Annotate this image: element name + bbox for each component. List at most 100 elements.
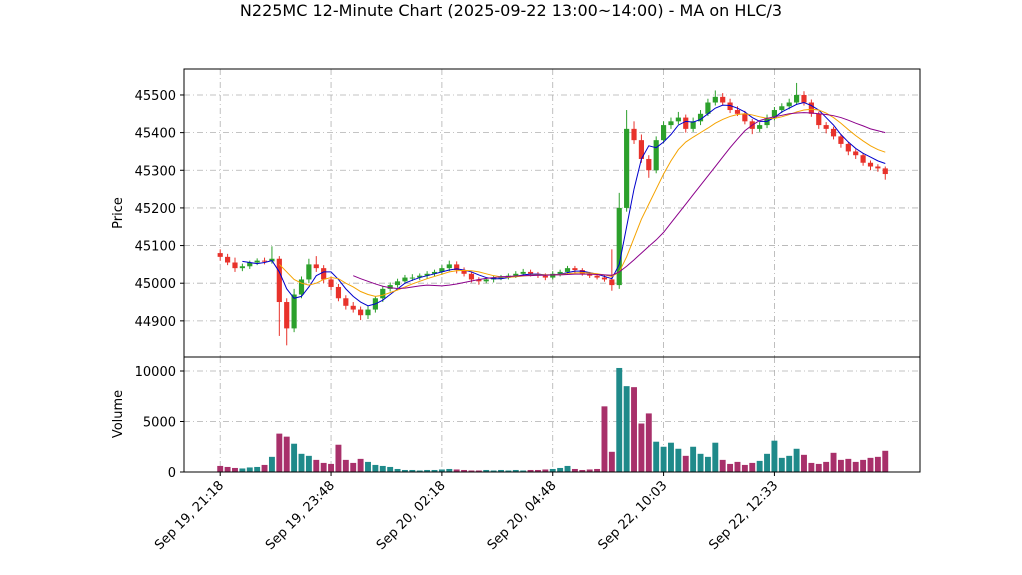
volume-bar	[579, 469, 586, 472]
y-tick-label: 45100	[135, 240, 176, 255]
candle-body	[394, 281, 401, 286]
candle-body	[461, 270, 467, 274]
volume-bar	[261, 464, 268, 472]
volume-bar	[268, 456, 275, 472]
volume-bar	[860, 459, 867, 472]
candle-body	[646, 158, 652, 171]
volume-bar	[874, 456, 881, 472]
candle-body	[284, 302, 290, 329]
y-axis-label: Price	[111, 197, 126, 229]
volume-bar	[808, 462, 815, 472]
candle-body	[801, 94, 807, 103]
moving-average-line	[278, 108, 886, 297]
volume-bar	[608, 451, 615, 472]
volume-bar	[461, 469, 468, 472]
volume-bar	[741, 464, 748, 472]
candle-body	[476, 279, 482, 282]
volume-bar	[756, 460, 763, 472]
candle-body	[734, 110, 741, 114]
candle-body	[239, 266, 245, 269]
volume-bar	[217, 465, 224, 472]
volume-bar	[283, 436, 290, 472]
candle-body	[616, 207, 622, 286]
volume-bar	[224, 466, 231, 472]
candle-body	[417, 275, 423, 278]
candle-body	[306, 264, 312, 280]
y-tick-label: 45500	[135, 89, 176, 104]
candle-body	[454, 264, 460, 271]
candle-body	[779, 106, 785, 111]
volume-bar	[335, 444, 342, 472]
candle-body	[424, 273, 430, 276]
candle-body	[557, 271, 563, 274]
volume-bar	[379, 465, 386, 472]
candle-body	[328, 279, 334, 287]
plot-frame	[183, 356, 921, 473]
moving-average-line	[242, 101, 886, 307]
candle-body	[771, 110, 778, 118]
candle-body	[542, 275, 548, 278]
volume-bar	[594, 468, 601, 472]
candle-body	[816, 113, 822, 126]
volume-bar	[431, 469, 438, 472]
volume-bar	[328, 463, 335, 472]
candle-body	[232, 262, 238, 269]
candle-body	[867, 162, 874, 167]
y-tick-label: 45400	[135, 127, 176, 142]
candle-body	[675, 117, 681, 122]
volume-bar	[682, 455, 689, 472]
candle-body	[254, 260, 260, 263]
candle-body	[786, 102, 792, 107]
volume-bar	[520, 470, 527, 472]
candle-body	[683, 117, 689, 129]
candle-body	[845, 143, 851, 152]
volume-bar	[409, 469, 416, 472]
volume-bar	[793, 448, 800, 472]
volume-bar	[542, 469, 549, 472]
volume-bar	[564, 465, 571, 472]
candle-body	[550, 273, 556, 278]
candle-body	[631, 128, 637, 141]
candle-body	[727, 102, 733, 111]
volume-bar	[342, 459, 349, 472]
volume-bar	[764, 453, 770, 472]
volume-bar	[638, 423, 645, 472]
volume-bar	[653, 441, 660, 472]
volume-bar	[616, 367, 623, 472]
candle-body	[276, 258, 282, 303]
candle-body	[313, 264, 319, 269]
candle-body	[402, 277, 408, 282]
volume-bar	[498, 469, 504, 472]
volume-bar	[771, 440, 778, 472]
candle-body	[380, 288, 386, 299]
volume-bar	[557, 467, 564, 472]
volume-bar	[512, 469, 519, 472]
candle-body	[853, 151, 859, 156]
volume-bar	[424, 469, 431, 472]
candle-body	[720, 96, 726, 103]
volume-bar	[690, 446, 697, 472]
candle-body	[860, 155, 866, 163]
volume-bar	[446, 468, 453, 472]
volume-bar	[527, 469, 534, 472]
candle-body	[483, 279, 489, 282]
candle-body	[712, 96, 718, 103]
candle-body	[823, 125, 829, 129]
y-tick-label: 45000	[135, 277, 176, 292]
candle-body	[742, 113, 748, 122]
volume-bar	[712, 442, 719, 472]
candle-body	[291, 294, 297, 329]
candle-body	[875, 166, 881, 169]
volume-bar	[719, 459, 726, 472]
candle-body	[446, 264, 452, 269]
volume-bar	[313, 459, 320, 472]
candle-body	[217, 253, 223, 257]
y-axis-label: Volume	[111, 390, 126, 438]
volume-bar	[778, 457, 785, 472]
volume-bar	[631, 387, 637, 472]
moving-average-line	[353, 112, 886, 289]
volume-bar	[320, 462, 327, 472]
volume-bar	[254, 466, 261, 472]
candle-body	[247, 262, 253, 267]
